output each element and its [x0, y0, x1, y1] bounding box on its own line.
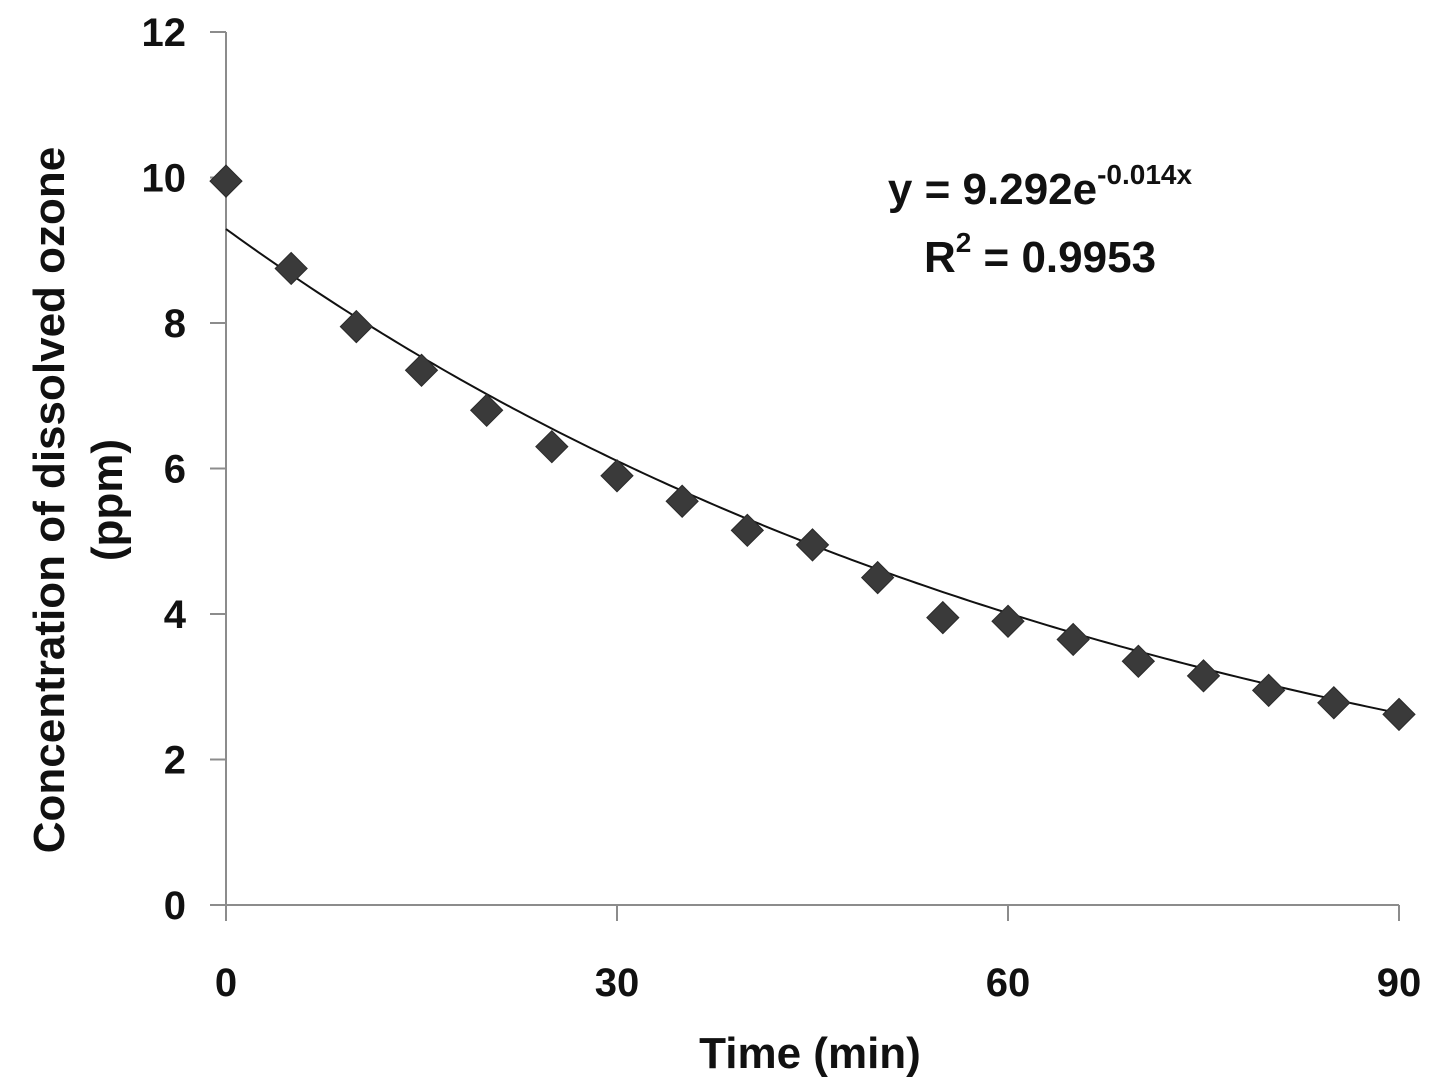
r2-value: = 0.9953 [971, 233, 1156, 282]
data-point [535, 429, 569, 464]
y-axis-title: Concentration of dissolved ozone (ppm) [25, 147, 132, 854]
r2-letter: R [924, 233, 956, 282]
y-tick-label: 2 [164, 739, 186, 783]
x-tick-label: 30 [595, 961, 640, 1005]
data-point [1121, 644, 1156, 678]
axes [210, 31, 1400, 921]
data-point [1056, 622, 1090, 657]
equation-main: y = 9.292e [888, 165, 1097, 214]
x-tick-label: 0 [215, 961, 237, 1005]
y-tick-label: 10 [142, 157, 187, 201]
data-point [404, 353, 439, 387]
data-point [600, 459, 634, 493]
data-point [469, 393, 504, 428]
data-point [795, 528, 830, 562]
data-points [209, 164, 1416, 732]
y-axis-title-line-2: (ppm) [83, 439, 132, 561]
y-tick-label: 6 [164, 448, 186, 492]
x-axis-title: Time (min) [699, 1029, 921, 1078]
trendline-group [225, 228, 1400, 715]
data-point [339, 309, 374, 344]
data-point [1186, 659, 1221, 693]
data-point [991, 604, 1025, 638]
data-point [730, 513, 765, 548]
tick-labels: 0 2 4 6 8 10 12 0 30 60 90 [142, 11, 1422, 1005]
trendline-equation: y = 9.292e-0.014x [888, 159, 1193, 214]
y-tick-label: 4 [164, 593, 187, 637]
data-point [1317, 686, 1351, 720]
data-point [1251, 673, 1286, 708]
x-tick-label: 90 [1377, 961, 1422, 1005]
y-tick-label: 8 [164, 302, 186, 346]
r-squared-label: R2 = 0.9953 [924, 227, 1156, 282]
equation-exponent: -0.014x [1097, 159, 1192, 190]
y-tick-label: 0 [164, 884, 186, 928]
data-point [209, 164, 243, 198]
data-point [860, 560, 895, 595]
y-axis-title-line-1: Concentration of dissolved ozone [25, 147, 74, 854]
exponential-trendline [225, 228, 1400, 715]
data-point [274, 251, 308, 286]
data-point [1382, 697, 1416, 732]
y-tick-label: 12 [142, 11, 187, 55]
r2-superscript: 2 [956, 227, 972, 258]
data-point [926, 600, 960, 635]
data-point [665, 484, 699, 518]
x-tick-label: 60 [986, 961, 1031, 1005]
